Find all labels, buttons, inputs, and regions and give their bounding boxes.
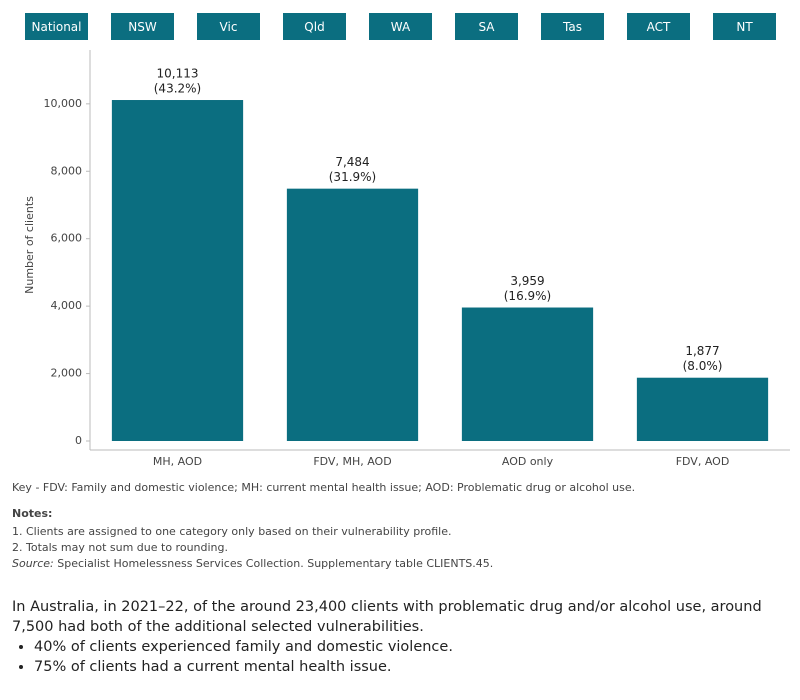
bar [636, 377, 769, 441]
x-tick-label: MH, AOD [153, 455, 202, 468]
x-tick-label: FDV, AOD [676, 455, 730, 468]
chart: Number of clients 0 2,000 4,000 6,000 8,000 1… [23, 50, 790, 468]
tab[interactable]: ACT [627, 13, 690, 40]
notes-heading: Notes: [12, 507, 53, 520]
tab[interactable]: National [25, 13, 88, 40]
y-axis-title: Number of clients [23, 196, 36, 294]
share-label: (16.9%) [504, 289, 551, 303]
y-tick-label: 6,000 [51, 232, 83, 245]
bullet-list: 40% of clients experienced family and do… [12, 637, 792, 677]
y-tick-label: 10,000 [44, 97, 83, 110]
x-tick-label: AOD only [502, 455, 554, 468]
key: Key - FDV: Family and domestic violence;… [12, 481, 636, 494]
tab[interactable]: WA [369, 13, 432, 40]
bullet: 75% of clients had a current mental heal… [34, 657, 792, 677]
tab[interactable]: Vic [197, 13, 260, 40]
value-label: 1,877 [685, 344, 719, 358]
share-label: (31.9%) [329, 170, 376, 184]
source-label: Source: [12, 557, 54, 570]
bar [461, 307, 594, 441]
value-label: 3,959 [510, 274, 544, 288]
y-tick-label: 8,000 [51, 164, 83, 177]
y-tick-label: 4,000 [51, 299, 83, 312]
x-tick-label: FDV, MH, AOD [313, 455, 391, 468]
tab[interactable]: Tas [541, 13, 604, 40]
note: 2. Totals may not sum due to rounding. [12, 541, 228, 554]
summary: In Australia, in 2021–22, of the around … [12, 597, 792, 677]
source: Source: Specialist Homelessness Services… [12, 557, 493, 570]
share-label: (43.2%) [154, 82, 201, 96]
value-label: 10,113 [157, 67, 199, 81]
bar [286, 188, 419, 441]
tab[interactable]: SA [455, 13, 518, 40]
bullet: 40% of clients experienced family and do… [34, 637, 792, 657]
tab[interactable]: Qld [283, 13, 346, 40]
source-text: Specialist Homelessness Services Collect… [53, 557, 494, 570]
summary-text: In Australia, in 2021–22, of the around … [12, 599, 762, 635]
tab[interactable]: NSW [111, 13, 174, 40]
tab[interactable]: NT [713, 13, 776, 40]
bar [111, 100, 244, 442]
y-tick-label: 0 [75, 434, 82, 447]
value-label: 7,484 [335, 155, 369, 169]
note: 1. Clients are assigned to one category … [12, 525, 452, 538]
share-label: (8.0%) [683, 359, 723, 373]
y-tick-label: 2,000 [51, 367, 83, 380]
